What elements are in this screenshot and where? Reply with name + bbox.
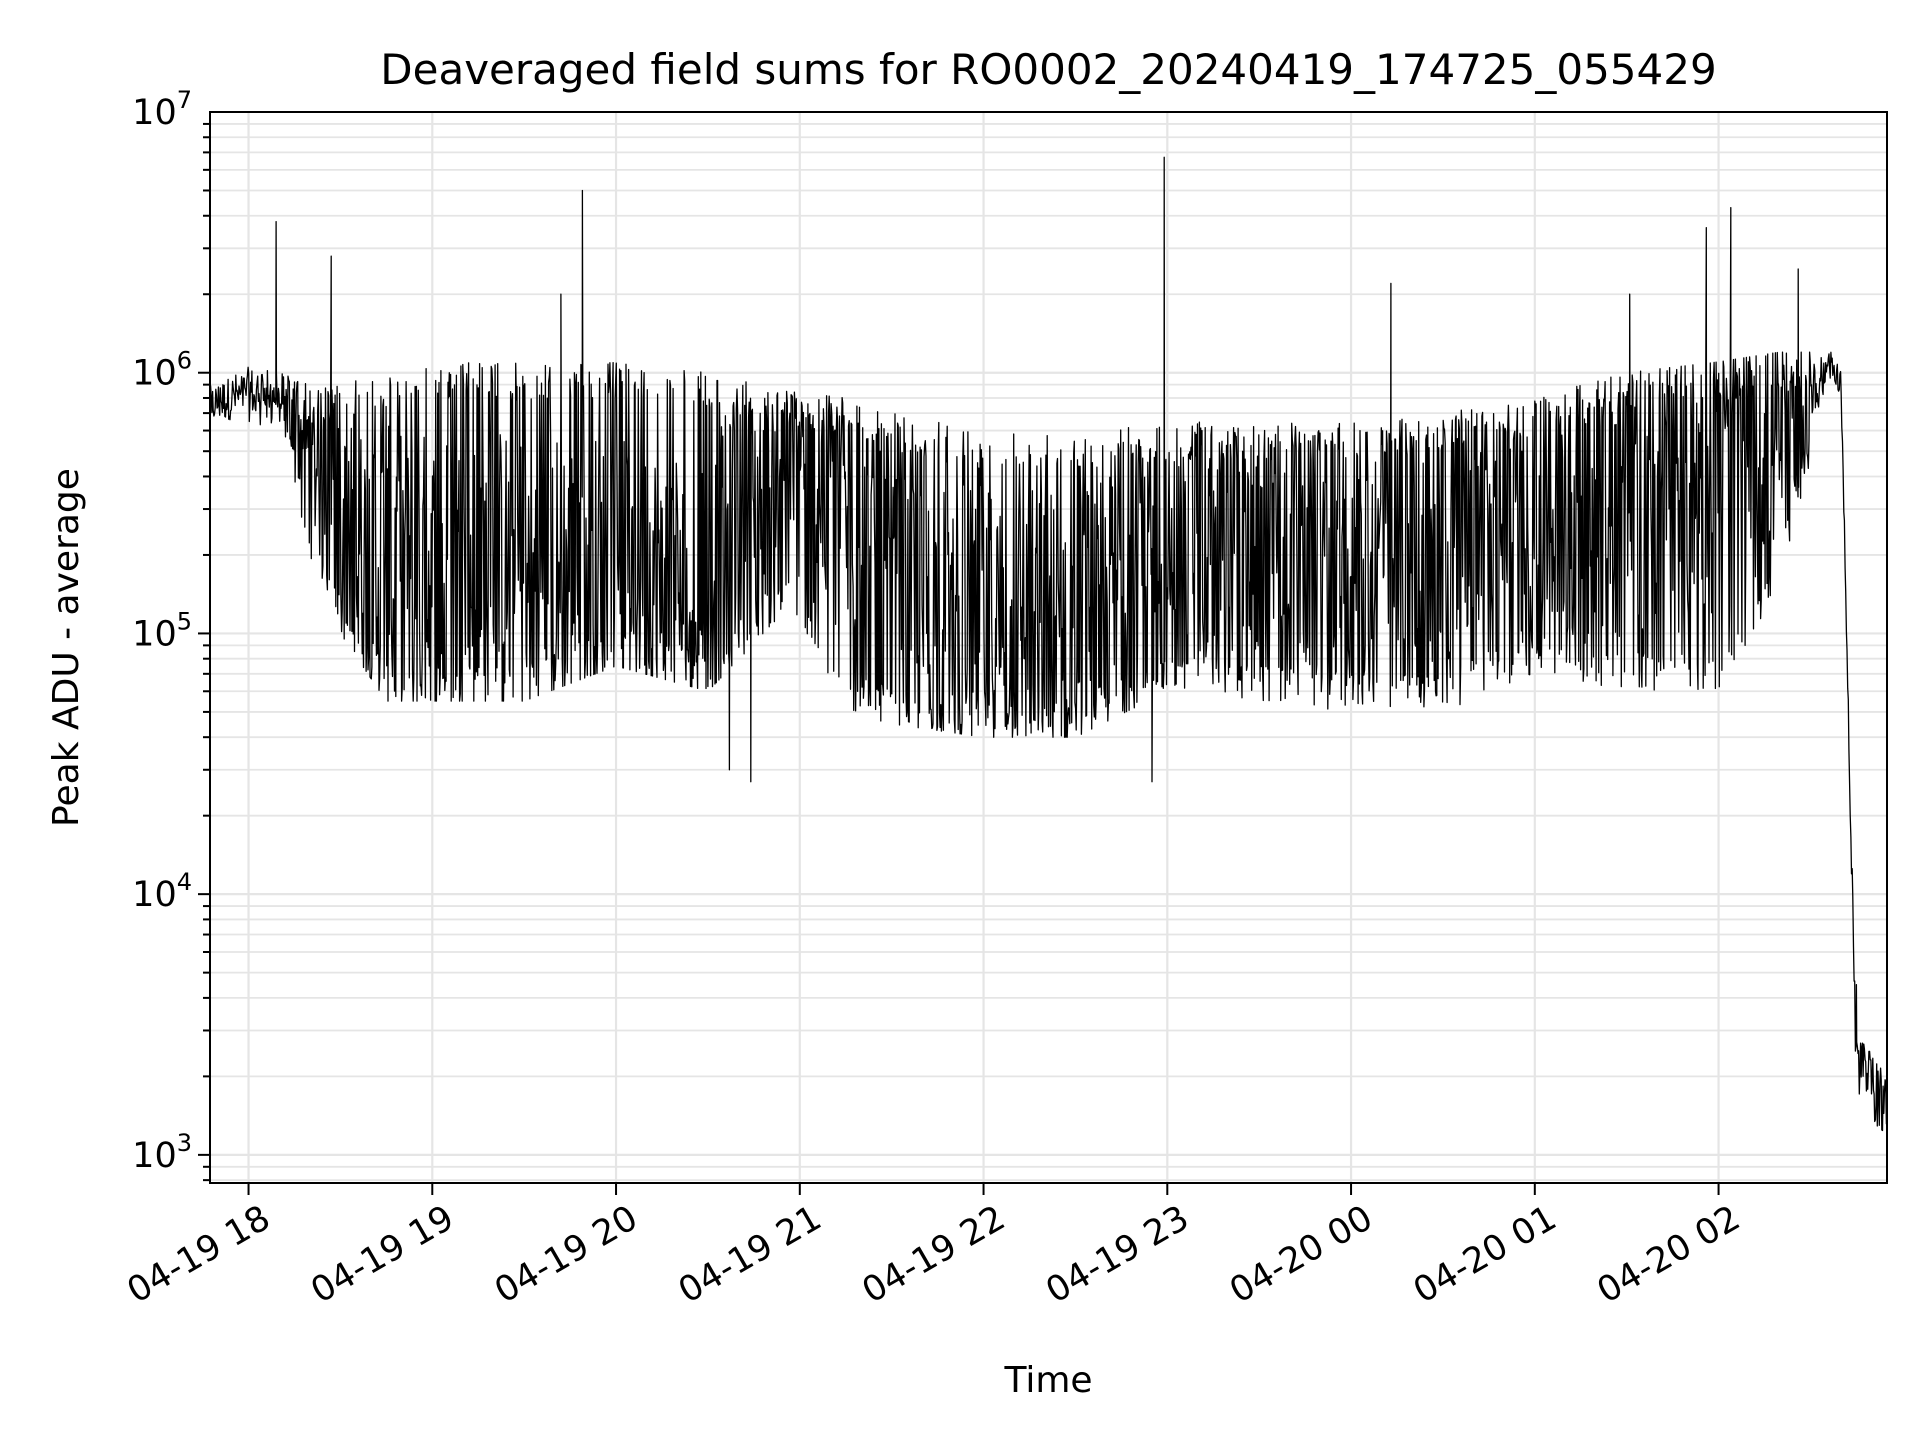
x-tick-label: 04-20 01 [1407, 1198, 1563, 1311]
chart-title: Deaveraged field sums for RO0002_2024041… [380, 45, 1716, 94]
x-axis-label: Time [1003, 1360, 1092, 1401]
y-tick-label: 106 [132, 347, 192, 394]
x-tick-label: 04-20 00 [1223, 1198, 1379, 1311]
y-tick-label: 104 [132, 868, 192, 915]
x-tick-label: 04-19 19 [304, 1198, 460, 1311]
x-tick-label: 04-19 18 [121, 1198, 277, 1311]
x-tick-label: 04-20 02 [1591, 1198, 1747, 1311]
y-tick-label: 107 [132, 86, 192, 133]
y-axis-label: Peak ADU - average [46, 468, 87, 827]
plot-area [209, 156, 1888, 1132]
x-tick-label: 04-19 23 [1040, 1198, 1196, 1311]
y-tick-label: 105 [132, 607, 192, 654]
series-line [209, 156, 1888, 1132]
grid [210, 112, 1887, 1183]
axes-frame [209, 111, 1888, 1184]
y-tick-label: 103 [132, 1129, 192, 1176]
x-tick-label: 04-19 22 [856, 1198, 1012, 1311]
x-tick-label: 04-19 21 [672, 1198, 828, 1311]
x-tick-label: 04-19 20 [488, 1198, 644, 1311]
